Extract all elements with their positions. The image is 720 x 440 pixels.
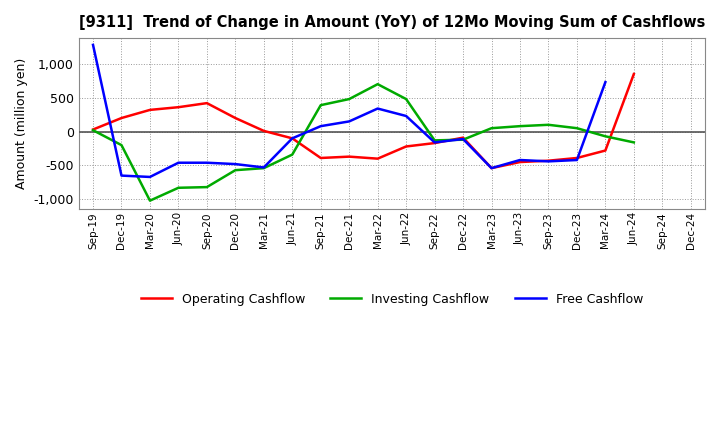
Y-axis label: Amount (million yen): Amount (million yen) [15,58,28,189]
Investing Cashflow [459,137,467,142]
Free Cashflow [431,140,439,145]
Operating Cashflow [516,159,524,165]
Free Cashflow [231,161,240,167]
Investing Cashflow [402,96,410,102]
Operating Cashflow [89,127,97,132]
Investing Cashflow [345,96,354,102]
Free Cashflow [202,160,211,165]
Operating Cashflow [231,115,240,121]
Investing Cashflow [487,125,496,131]
Free Cashflow [145,174,154,180]
Operating Cashflow [487,165,496,171]
Investing Cashflow [374,81,382,87]
Free Cashflow [288,136,297,141]
Operating Cashflow [402,144,410,149]
Investing Cashflow [544,122,553,128]
Free Cashflow [89,42,97,48]
Free Cashflow [572,158,581,163]
Free Cashflow [487,165,496,171]
Investing Cashflow [89,128,97,133]
Investing Cashflow [231,168,240,173]
Operating Cashflow [601,148,610,153]
Operating Cashflow [374,156,382,161]
Investing Cashflow [145,198,154,203]
Title: [9311]  Trend of Change in Amount (YoY) of 12Mo Moving Sum of Cashflows: [9311] Trend of Change in Amount (YoY) o… [78,15,705,30]
Line: Free Cashflow: Free Cashflow [93,45,606,177]
Operating Cashflow [629,71,638,77]
Investing Cashflow [117,143,126,148]
Investing Cashflow [316,103,325,108]
Investing Cashflow [629,140,638,145]
Line: Operating Cashflow: Operating Cashflow [93,74,634,168]
Operating Cashflow [288,136,297,141]
Free Cashflow [516,158,524,163]
Investing Cashflow [431,138,439,143]
Investing Cashflow [516,124,524,129]
Investing Cashflow [174,185,183,191]
Operating Cashflow [202,100,211,106]
Operating Cashflow [117,115,126,121]
Investing Cashflow [572,125,581,131]
Operating Cashflow [259,128,268,133]
Free Cashflow [117,173,126,178]
Operating Cashflow [316,155,325,161]
Line: Investing Cashflow: Investing Cashflow [93,84,634,201]
Operating Cashflow [345,154,354,159]
Operating Cashflow [431,140,439,146]
Free Cashflow [402,114,410,119]
Operating Cashflow [145,107,154,113]
Free Cashflow [316,124,325,129]
Free Cashflow [345,119,354,124]
Investing Cashflow [202,184,211,190]
Operating Cashflow [174,105,183,110]
Free Cashflow [544,159,553,164]
Free Cashflow [374,106,382,111]
Free Cashflow [601,80,610,85]
Investing Cashflow [601,134,610,139]
Operating Cashflow [544,158,553,163]
Legend: Operating Cashflow, Investing Cashflow, Free Cashflow: Operating Cashflow, Investing Cashflow, … [135,288,648,311]
Investing Cashflow [259,165,268,171]
Free Cashflow [174,160,183,165]
Free Cashflow [459,136,467,142]
Investing Cashflow [288,152,297,157]
Operating Cashflow [572,155,581,161]
Operating Cashflow [459,135,467,140]
Free Cashflow [259,165,268,170]
